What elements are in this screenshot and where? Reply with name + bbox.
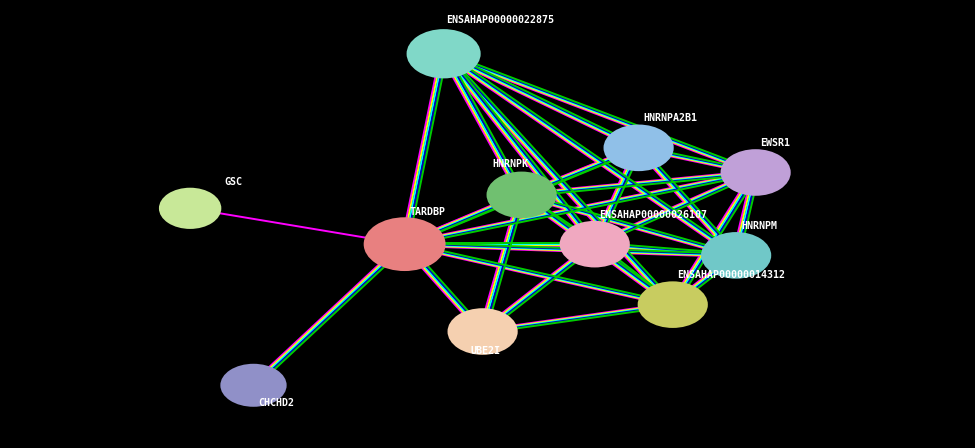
Text: ENSAHAP00000022875: ENSAHAP00000022875 — [447, 15, 555, 25]
Ellipse shape — [220, 364, 287, 407]
Text: CHCHD2: CHCHD2 — [258, 398, 294, 408]
Text: TARDBP: TARDBP — [410, 207, 446, 217]
Text: ENSAHAP00000014312: ENSAHAP00000014312 — [678, 270, 786, 280]
Ellipse shape — [364, 217, 446, 271]
Text: ENSAHAP00000026107: ENSAHAP00000026107 — [600, 211, 708, 220]
Text: EWSR1: EWSR1 — [760, 138, 791, 148]
Ellipse shape — [407, 29, 481, 78]
Text: HNRNPK: HNRNPK — [492, 159, 528, 169]
Ellipse shape — [604, 125, 674, 171]
Text: GSC: GSC — [224, 177, 242, 187]
Ellipse shape — [448, 308, 518, 355]
Ellipse shape — [721, 149, 791, 196]
Ellipse shape — [638, 281, 708, 328]
Text: HNRNPA2B1: HNRNPA2B1 — [644, 113, 697, 123]
Text: UBE2I: UBE2I — [471, 346, 500, 356]
Text: HNRNPM: HNRNPM — [741, 221, 777, 231]
Ellipse shape — [560, 221, 630, 267]
Ellipse shape — [487, 172, 557, 218]
Ellipse shape — [701, 232, 771, 279]
Ellipse shape — [159, 188, 221, 229]
